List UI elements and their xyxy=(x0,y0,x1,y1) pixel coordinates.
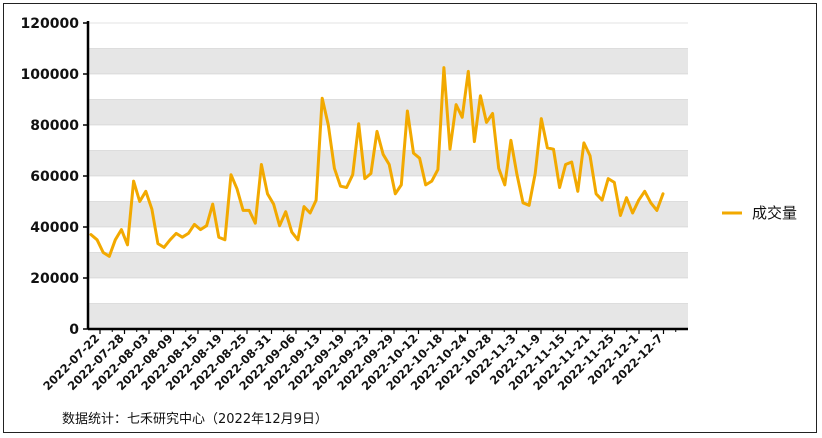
source-note: 数据统计：七禾研究中心（2022年12月9日） xyxy=(62,412,328,427)
legend-label: 成交量 xyxy=(752,204,797,222)
y-tick-label: 20000 xyxy=(30,271,79,287)
grid-band xyxy=(88,99,688,125)
y-tick-label: 120000 xyxy=(21,16,80,32)
grid-band xyxy=(88,303,688,329)
y-axis-ticks: 0 20000 40000 60000 80000 100000 120000 xyxy=(21,16,88,338)
axes xyxy=(86,21,688,331)
grid-band xyxy=(88,48,688,74)
grid-bands xyxy=(88,22,688,330)
y-tick-label: 80000 xyxy=(30,118,79,134)
x-axis-ticks: 2022-07-222022-07-282022-08-032022-08-09… xyxy=(40,329,677,393)
y-tick-label: 40000 xyxy=(30,220,79,236)
y-tick-label: 0 xyxy=(69,322,79,338)
grid-band xyxy=(88,201,688,227)
y-tick-label: 60000 xyxy=(30,169,79,185)
y-tick-label: 100000 xyxy=(21,67,80,83)
grid-band xyxy=(88,252,688,278)
series-layer xyxy=(89,66,665,258)
legend: 成交量 xyxy=(722,204,797,222)
